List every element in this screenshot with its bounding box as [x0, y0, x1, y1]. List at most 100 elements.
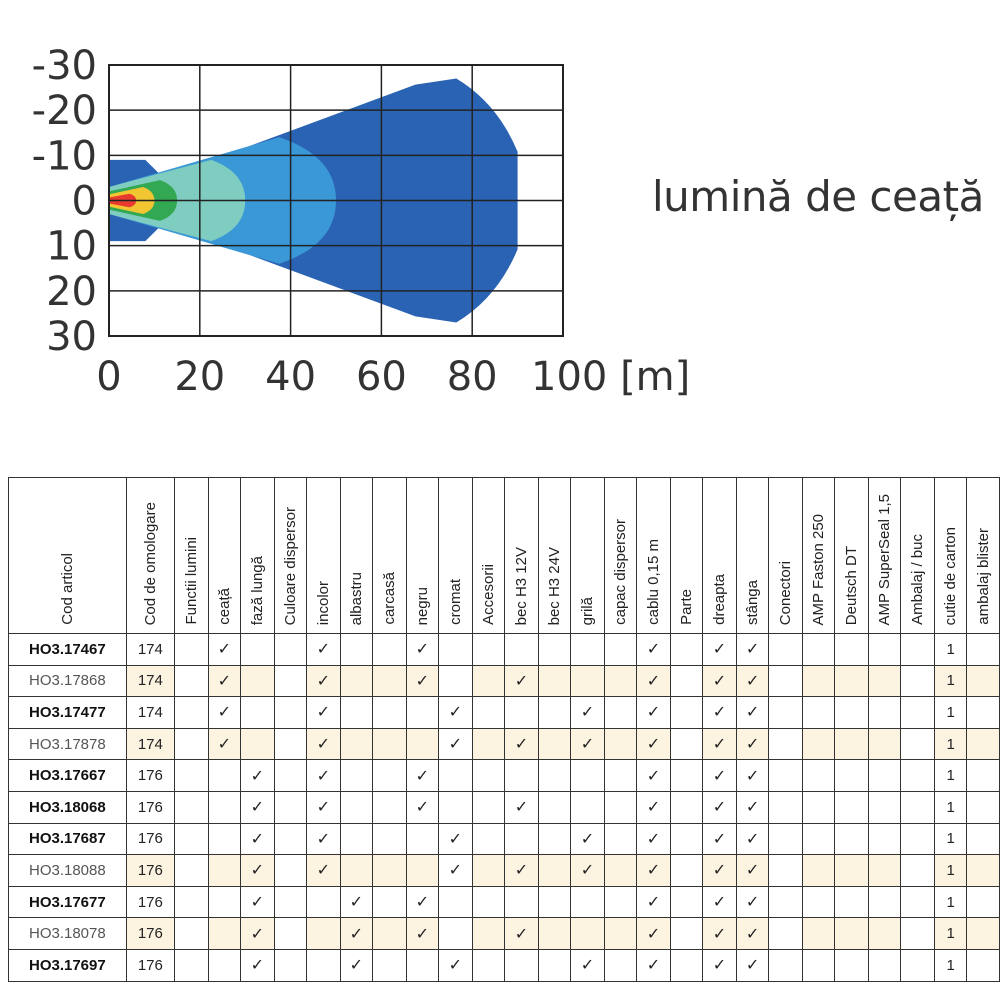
column-header-label: capac dispersor [611, 519, 629, 625]
table-cell [801, 633, 836, 666]
table-cell [273, 854, 308, 887]
column-header-label: negru [413, 586, 431, 625]
table-cell [471, 759, 506, 792]
table-cell [273, 759, 308, 792]
column-header-label: Parte [677, 589, 695, 625]
table-cell [537, 822, 572, 856]
table-cell [471, 696, 506, 729]
check-mark: ✓ [702, 822, 737, 856]
check-mark: ✓ [735, 917, 770, 950]
column-header-label: AMP SuperSeal 1,5 [876, 493, 894, 625]
table-cell [273, 948, 308, 982]
table-cell [537, 917, 572, 950]
check-mark: ✓ [735, 696, 770, 729]
check-mark: ✓ [735, 948, 770, 982]
check-mark: ✓ [735, 633, 770, 666]
column-header: Accesorii [471, 477, 506, 634]
check-mark: ✓ [702, 633, 737, 666]
table-cell [900, 759, 935, 792]
y-tick-label: 0 [72, 179, 97, 225]
table-cell [669, 917, 704, 950]
check-mark: ✓ [306, 759, 341, 792]
table-row: HO3.17687 176 ✓ ✓ ✓ ✓ ✓ ✓ ✓ 1 [8, 822, 1000, 856]
table-cell [273, 664, 308, 698]
homologation-code: 176 [125, 917, 176, 950]
table-cell [966, 727, 1000, 761]
table-row: HO3.17467 174 ✓ ✓ ✓ ✓ ✓ ✓ 1 [8, 633, 1000, 666]
check-mark: ✓ [405, 633, 440, 666]
table-cell [273, 727, 308, 761]
table-cell [768, 664, 803, 698]
check-mark: ✓ [735, 854, 770, 887]
table-cell [801, 696, 836, 729]
table-cell [570, 885, 605, 919]
column-header: grilă [570, 477, 605, 634]
table-cell [372, 696, 407, 729]
plot-frame [108, 64, 564, 337]
table-cell: 1 [933, 948, 968, 982]
table-cell [570, 917, 605, 950]
table-cell [207, 854, 242, 887]
check-mark: ✓ [570, 854, 605, 887]
table-cell [339, 854, 374, 887]
table-cell [504, 948, 539, 982]
check-mark: ✓ [702, 664, 737, 698]
homologation-code: 176 [125, 759, 176, 792]
check-mark: ✓ [636, 822, 671, 856]
check-mark: ✓ [570, 696, 605, 729]
check-mark: ✓ [405, 664, 440, 698]
table-cell [504, 633, 539, 666]
table-cell [174, 854, 209, 887]
table-cell [834, 790, 869, 824]
table-cell [207, 948, 242, 982]
table-cell [603, 790, 638, 824]
table-cell [405, 822, 440, 856]
table-cell [537, 664, 572, 698]
check-mark: ✓ [405, 790, 440, 824]
check-mark: ✓ [240, 948, 275, 982]
table-cell [834, 917, 869, 950]
table-cell [570, 664, 605, 698]
table-cell [900, 727, 935, 761]
table-cell [174, 885, 209, 919]
table-cell [339, 633, 374, 666]
table-cell [537, 948, 572, 982]
table-cell [570, 790, 605, 824]
column-header-label: bec H3 12V [512, 546, 530, 625]
check-mark: ✓ [504, 790, 539, 824]
table-cell [669, 948, 704, 982]
table-cell [867, 854, 902, 887]
table-cell [867, 664, 902, 698]
column-header-label: ceață [215, 588, 233, 625]
table-row: HO3.17677 176 ✓ ✓ ✓ ✓ ✓ ✓ 1 [8, 885, 1000, 919]
table-cell [834, 664, 869, 698]
table-cell [966, 759, 1000, 792]
check-mark: ✓ [240, 917, 275, 950]
table-cell [174, 633, 209, 666]
check-mark: ✓ [306, 633, 341, 666]
table-row: HO3.18088 176 ✓ ✓ ✓ ✓ ✓ ✓ ✓ ✓ 1 [8, 854, 1000, 887]
table-cell [900, 790, 935, 824]
table-row: HO3.17697 176 ✓ ✓ ✓ ✓ ✓ ✓ ✓ 1 [8, 948, 1000, 982]
homologation-code: 174 [125, 633, 176, 666]
check-mark: ✓ [636, 759, 671, 792]
y-tick-label: -20 [32, 88, 97, 134]
column-header: cablu 0,15 m [636, 477, 671, 634]
table-cell [273, 822, 308, 856]
table-cell [273, 633, 308, 666]
table-cell [867, 759, 902, 792]
table-cell [207, 917, 242, 950]
check-mark: ✓ [339, 917, 374, 950]
y-tick-label: -10 [32, 133, 97, 179]
table-cell [174, 917, 209, 950]
check-mark: ✓ [306, 790, 341, 824]
table-cell [834, 854, 869, 887]
table-cell [240, 664, 275, 698]
article-code: HO3.17868 [8, 664, 127, 698]
column-header-label: bec H3 24V [545, 546, 563, 625]
article-code: HO3.18088 [8, 854, 127, 887]
table-cell [900, 948, 935, 982]
check-mark: ✓ [240, 759, 275, 792]
table-cell [174, 790, 209, 824]
x-tick-label: 100 [m] [531, 354, 690, 400]
